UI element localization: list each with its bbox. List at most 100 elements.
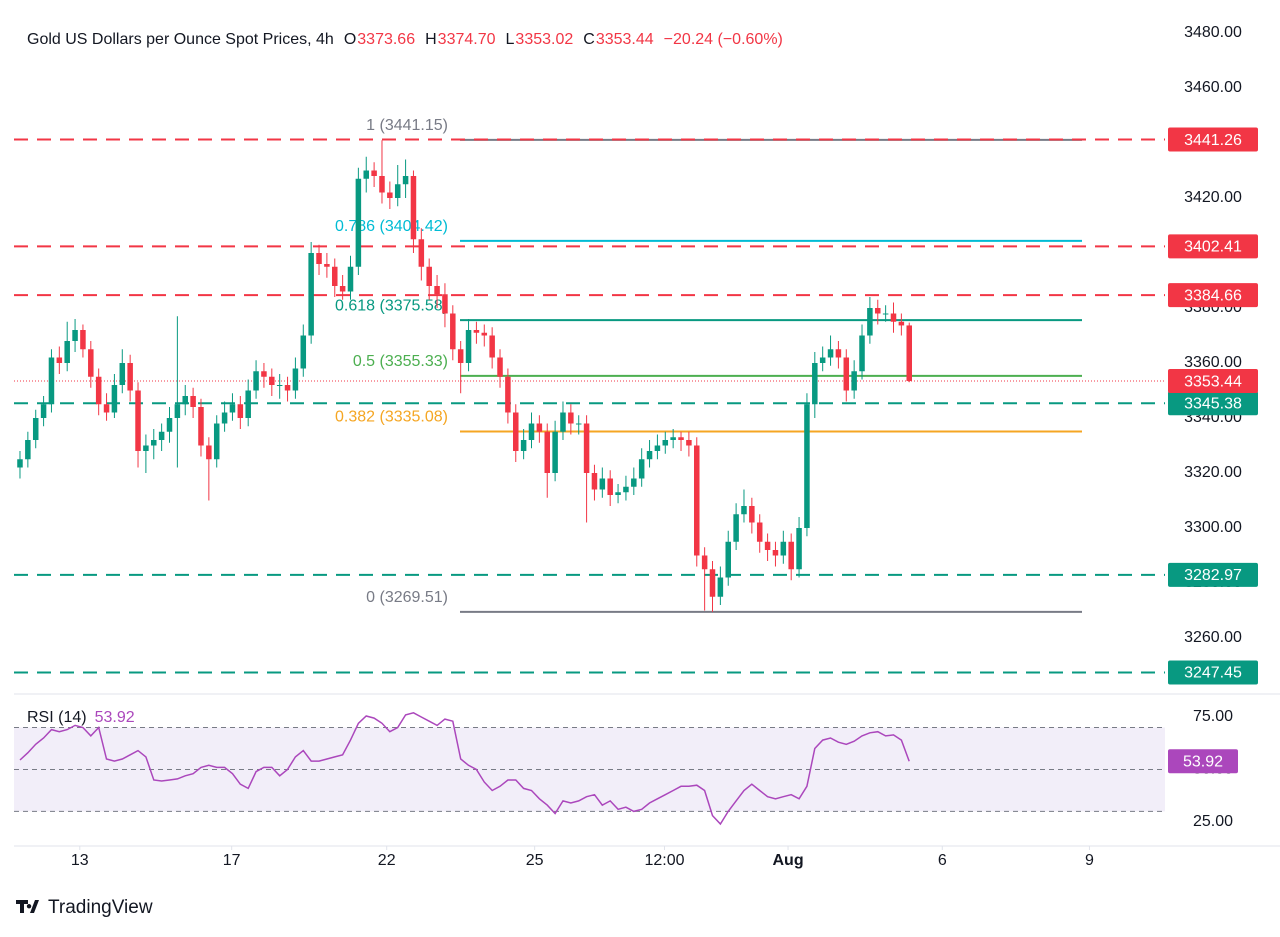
candle-body — [678, 437, 684, 440]
candle-body — [827, 349, 834, 358]
ohlc-key: C — [583, 31, 595, 48]
level-tag: 3345.38 — [1184, 395, 1242, 412]
ohlc-key: H — [425, 31, 437, 48]
candle-body — [772, 550, 779, 556]
candle-body — [575, 423, 582, 425]
brand: TradingView — [48, 897, 153, 918]
candle-body — [686, 440, 692, 446]
y-tick-label: 3320.00 — [1184, 464, 1242, 481]
candle-body — [520, 440, 527, 451]
candle-body — [835, 349, 842, 358]
ohlc-key: O — [344, 31, 356, 48]
candle-body — [111, 385, 118, 413]
candle-body — [898, 321, 905, 326]
last-price-tag-box — [1168, 369, 1258, 394]
level-tag-box — [1168, 127, 1258, 152]
candle-body — [276, 385, 283, 386]
rsi-tag: 53.92 — [1183, 753, 1223, 770]
candle-body — [308, 253, 314, 336]
candle-body — [127, 363, 133, 391]
candle-body — [182, 396, 188, 405]
fib-label: 0 (3269.51) — [366, 589, 448, 606]
candle-body — [528, 423, 535, 440]
level-tag-box — [1168, 391, 1258, 416]
candle-body — [552, 431, 558, 473]
ohlc-value: 3353.02 — [515, 31, 573, 48]
y-tick-label: 3420.00 — [1184, 189, 1242, 206]
y-tick-label: 3460.00 — [1184, 79, 1242, 96]
candle-body — [859, 335, 865, 372]
candle-body — [497, 357, 503, 377]
candle-body — [607, 478, 613, 495]
rsi-title: RSI (14) — [27, 709, 87, 726]
ohlc-value: 3373.66 — [357, 31, 415, 48]
x-tick-label: 17 — [223, 852, 241, 869]
candle-body — [300, 335, 307, 369]
logo: TradingView — [16, 897, 153, 918]
candle-body — [615, 492, 621, 495]
candle-body — [875, 308, 881, 314]
candle-body — [819, 357, 826, 363]
candle-body — [434, 286, 440, 295]
candle-body — [426, 266, 432, 286]
candle-body — [788, 541, 794, 570]
candle-body — [213, 423, 220, 460]
candle-body — [32, 418, 39, 440]
candle-body — [851, 371, 857, 391]
header: Gold US Dollars per Ounce Spot Prices, 4… — [27, 31, 334, 48]
candle-body — [237, 404, 244, 418]
candle-body — [473, 330, 480, 333]
candle-body — [418, 239, 425, 267]
y-tick-label: 3480.00 — [1184, 24, 1242, 41]
candle-body — [229, 404, 236, 413]
rsi-line — [19, 711, 910, 826]
candle-body — [749, 506, 755, 523]
candle-body — [457, 349, 464, 363]
candle-body — [371, 170, 377, 176]
candle-body — [394, 184, 401, 198]
ohlc-value: 3374.70 — [438, 31, 496, 48]
chart-title: Gold US Dollars per Ounce Spot Prices, 4… — [27, 31, 334, 48]
x-tick-label: 22 — [378, 852, 396, 869]
candle-body — [40, 404, 47, 418]
fib-label: 0.618 (3375.58) — [335, 297, 448, 314]
candle-body — [654, 445, 661, 451]
candle-body — [174, 404, 181, 418]
candle-body — [56, 357, 63, 363]
candle-body — [623, 486, 629, 493]
candle-body — [631, 478, 637, 487]
candle-body — [812, 363, 818, 405]
candle-body — [198, 407, 204, 446]
level-tag: 3384.66 — [1184, 287, 1242, 304]
x-tick-label: 6 — [938, 852, 947, 869]
x-tick-label: Aug — [772, 852, 803, 869]
candle-body — [591, 473, 598, 490]
candle-body — [804, 404, 810, 528]
candle-body — [410, 176, 417, 240]
candle-body — [568, 412, 574, 424]
candle-body — [764, 541, 771, 550]
candle-body — [882, 313, 889, 315]
candle-body — [709, 569, 716, 597]
candle-body — [513, 412, 519, 451]
candle-body — [481, 332, 488, 336]
level-tag: 3441.26 — [1184, 132, 1242, 149]
level-tag: 3282.97 — [1184, 567, 1242, 584]
candle-body — [599, 478, 606, 490]
candle-body — [363, 170, 369, 179]
candle-body — [379, 176, 385, 193]
level-tag-box — [1168, 234, 1258, 259]
candle-body — [64, 341, 70, 363]
candle-body — [646, 451, 653, 460]
candle-body — [221, 412, 228, 424]
candle-body — [489, 335, 495, 358]
level-tag: 3402.41 — [1184, 239, 1242, 256]
candle-body — [560, 412, 566, 432]
candle-body — [544, 431, 550, 473]
candle-body — [442, 294, 448, 314]
candle-body — [741, 506, 747, 515]
candle-body — [670, 437, 676, 440]
candle-body — [190, 396, 196, 407]
